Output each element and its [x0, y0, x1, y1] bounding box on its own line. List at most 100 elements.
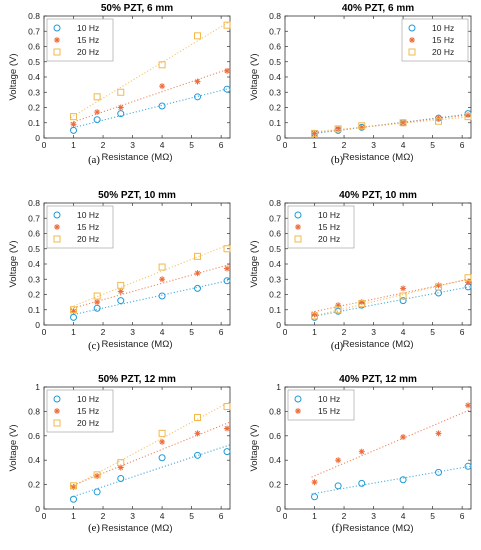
y-tick-label: 0.1 — [28, 305, 40, 315]
y-tick-label: 0.8 — [28, 198, 40, 208]
y-tick-label: 0.5 — [269, 57, 281, 67]
x-tick-label: 4 — [160, 140, 165, 150]
legend-marker-10-hz — [294, 211, 302, 219]
y-tick-label: 0.7 — [269, 213, 281, 223]
legend: 10 Hz 15 Hz — [287, 389, 355, 421]
x-tick-label: 6 — [219, 140, 224, 150]
data-point-15-hz — [435, 430, 442, 437]
data-point-20-hz — [223, 403, 231, 411]
x-tick-label: 4 — [401, 140, 406, 150]
data-point-15-hz — [159, 276, 166, 283]
data-point-10-hz — [194, 93, 202, 101]
x-tick-label: 1 — [71, 327, 76, 337]
data-point-20-hz — [358, 300, 366, 308]
y-tick-label: 0.5 — [269, 244, 281, 254]
x-tick-label: 6 — [460, 511, 465, 521]
y-tick-label: 0.3 — [269, 87, 281, 97]
panel-a: 50% PZT, 6 mm 0 1 2 3 4 5 6 0 0.1 0.2 0.3 0.4 0.5 0.6 0… — [8, 3, 231, 166]
data-point-10-hz — [93, 304, 101, 312]
legend: 10 Hz 15 Hz 20 Hz — [401, 18, 469, 62]
panel-e: 50% PZT, 12 mm 0 1 2 3 4 5 6 0 0.2 0.4 0.6 0.8 1 Resis… — [8, 374, 231, 534]
y-tick-label: 0.8 — [28, 11, 40, 21]
legend: 10 Hz 15 Hz 20 Hz — [46, 389, 114, 433]
data-point-10-hz — [399, 476, 407, 484]
panel-f: 40% PZT, 12 mm 0 1 2 3 4 5 6 0 0.2 0.4 0.6 0.8 1 Resis… — [249, 374, 472, 534]
y-tick-label: 0.6 — [28, 229, 40, 239]
data-point-20-hz — [399, 119, 407, 127]
data-point-20-hz — [93, 471, 101, 479]
legend-label: 20 Hz — [77, 47, 99, 57]
data-point-10-hz — [70, 126, 78, 134]
y-tick-label: 0.8 — [269, 198, 281, 208]
data-point-15-hz — [70, 121, 77, 128]
legend-label: 15 Hz — [77, 35, 99, 45]
x-tick-label: 5 — [430, 140, 435, 150]
data-point-10-hz — [223, 85, 231, 93]
legend-marker-10-hz — [408, 24, 416, 32]
data-point-20-hz — [435, 117, 443, 125]
y-axis-label: Voltage (V) — [8, 425, 19, 472]
y-tick-label: 0.3 — [269, 274, 281, 284]
legend-label: 15 Hz — [77, 222, 99, 232]
data-point-10-hz — [93, 116, 101, 124]
legend-marker-15-hz — [54, 408, 60, 414]
y-tick-label: 0 — [35, 320, 40, 330]
x-tick-label: 1 — [312, 327, 317, 337]
x-tick-label: 3 — [130, 140, 135, 150]
x-tick-label: 5 — [189, 140, 194, 150]
data-point-10-hz — [464, 462, 472, 470]
y-tick-label: 0.2 — [28, 103, 40, 113]
legend-label: 10 Hz — [77, 394, 99, 404]
data-point-10-hz — [117, 297, 125, 305]
x-axis-label: Resistance (MΩ) — [343, 523, 414, 534]
x-axis-label: Resistance (MΩ) — [102, 523, 173, 534]
legend-label: 20 Hz — [432, 47, 454, 57]
x-tick-label: 2 — [101, 327, 106, 337]
panel-label: (e) — [88, 523, 100, 534]
y-tick-label: 0.2 — [269, 290, 281, 300]
x-tick-label: 0 — [283, 327, 288, 337]
data-point-20-hz — [117, 281, 125, 289]
legend: 10 Hz 15 Hz 20 Hz — [46, 18, 114, 62]
data-point-10-hz — [158, 102, 166, 110]
data-point-15-hz — [194, 78, 201, 85]
x-tick-label: 5 — [430, 327, 435, 337]
y-tick-label: 0.6 — [28, 42, 40, 52]
data-point-20-hz — [117, 88, 125, 96]
data-point-15-hz — [94, 109, 101, 116]
trendline-10-hz — [311, 465, 472, 495]
data-point-10-hz — [311, 493, 319, 501]
legend-label: 20 Hz — [77, 234, 99, 244]
x-tick-label: 2 — [101, 140, 106, 150]
y-tick-label: 0.4 — [28, 455, 40, 465]
y-tick-label: 0.2 — [269, 103, 281, 113]
panel-d: 40% PZT, 10 mm 0 1 2 3 4 5 6 0 0.1 0.2 0.3 0.4 0.5 0.6… — [249, 190, 472, 352]
data-point-15-hz — [400, 119, 407, 126]
data-point-10-hz — [223, 448, 231, 456]
data-point-15-hz — [400, 285, 407, 292]
y-tick-label: 0.4 — [28, 72, 40, 82]
x-tick-label: 5 — [189, 327, 194, 337]
data-point-20-hz — [464, 274, 472, 282]
legend-marker-20-hz — [53, 419, 61, 427]
data-point-20-hz — [464, 113, 472, 121]
x-tick-label: 6 — [460, 140, 465, 150]
trendline-15-hz — [311, 408, 472, 478]
data-point-15-hz — [335, 457, 342, 464]
data-point-20-hz — [194, 414, 202, 421]
data-point-10-hz — [194, 451, 202, 459]
y-tick-label: 0 — [35, 133, 40, 143]
x-tick-label: 1 — [71, 511, 76, 521]
data-point-10-hz — [223, 277, 231, 285]
y-tick-label: 0.4 — [269, 455, 281, 465]
y-tick-label: 0.7 — [28, 213, 40, 223]
panel-label: (d) — [331, 341, 344, 352]
trendline-20-hz — [70, 401, 231, 489]
data-point-20-hz — [93, 93, 101, 101]
panel-label: (a) — [88, 155, 100, 166]
data-point-20-hz — [158, 429, 166, 437]
y-axis-label: Voltage (V) — [249, 425, 260, 472]
x-tick-label: 5 — [189, 511, 194, 521]
trendline-20-hz — [70, 20, 231, 119]
